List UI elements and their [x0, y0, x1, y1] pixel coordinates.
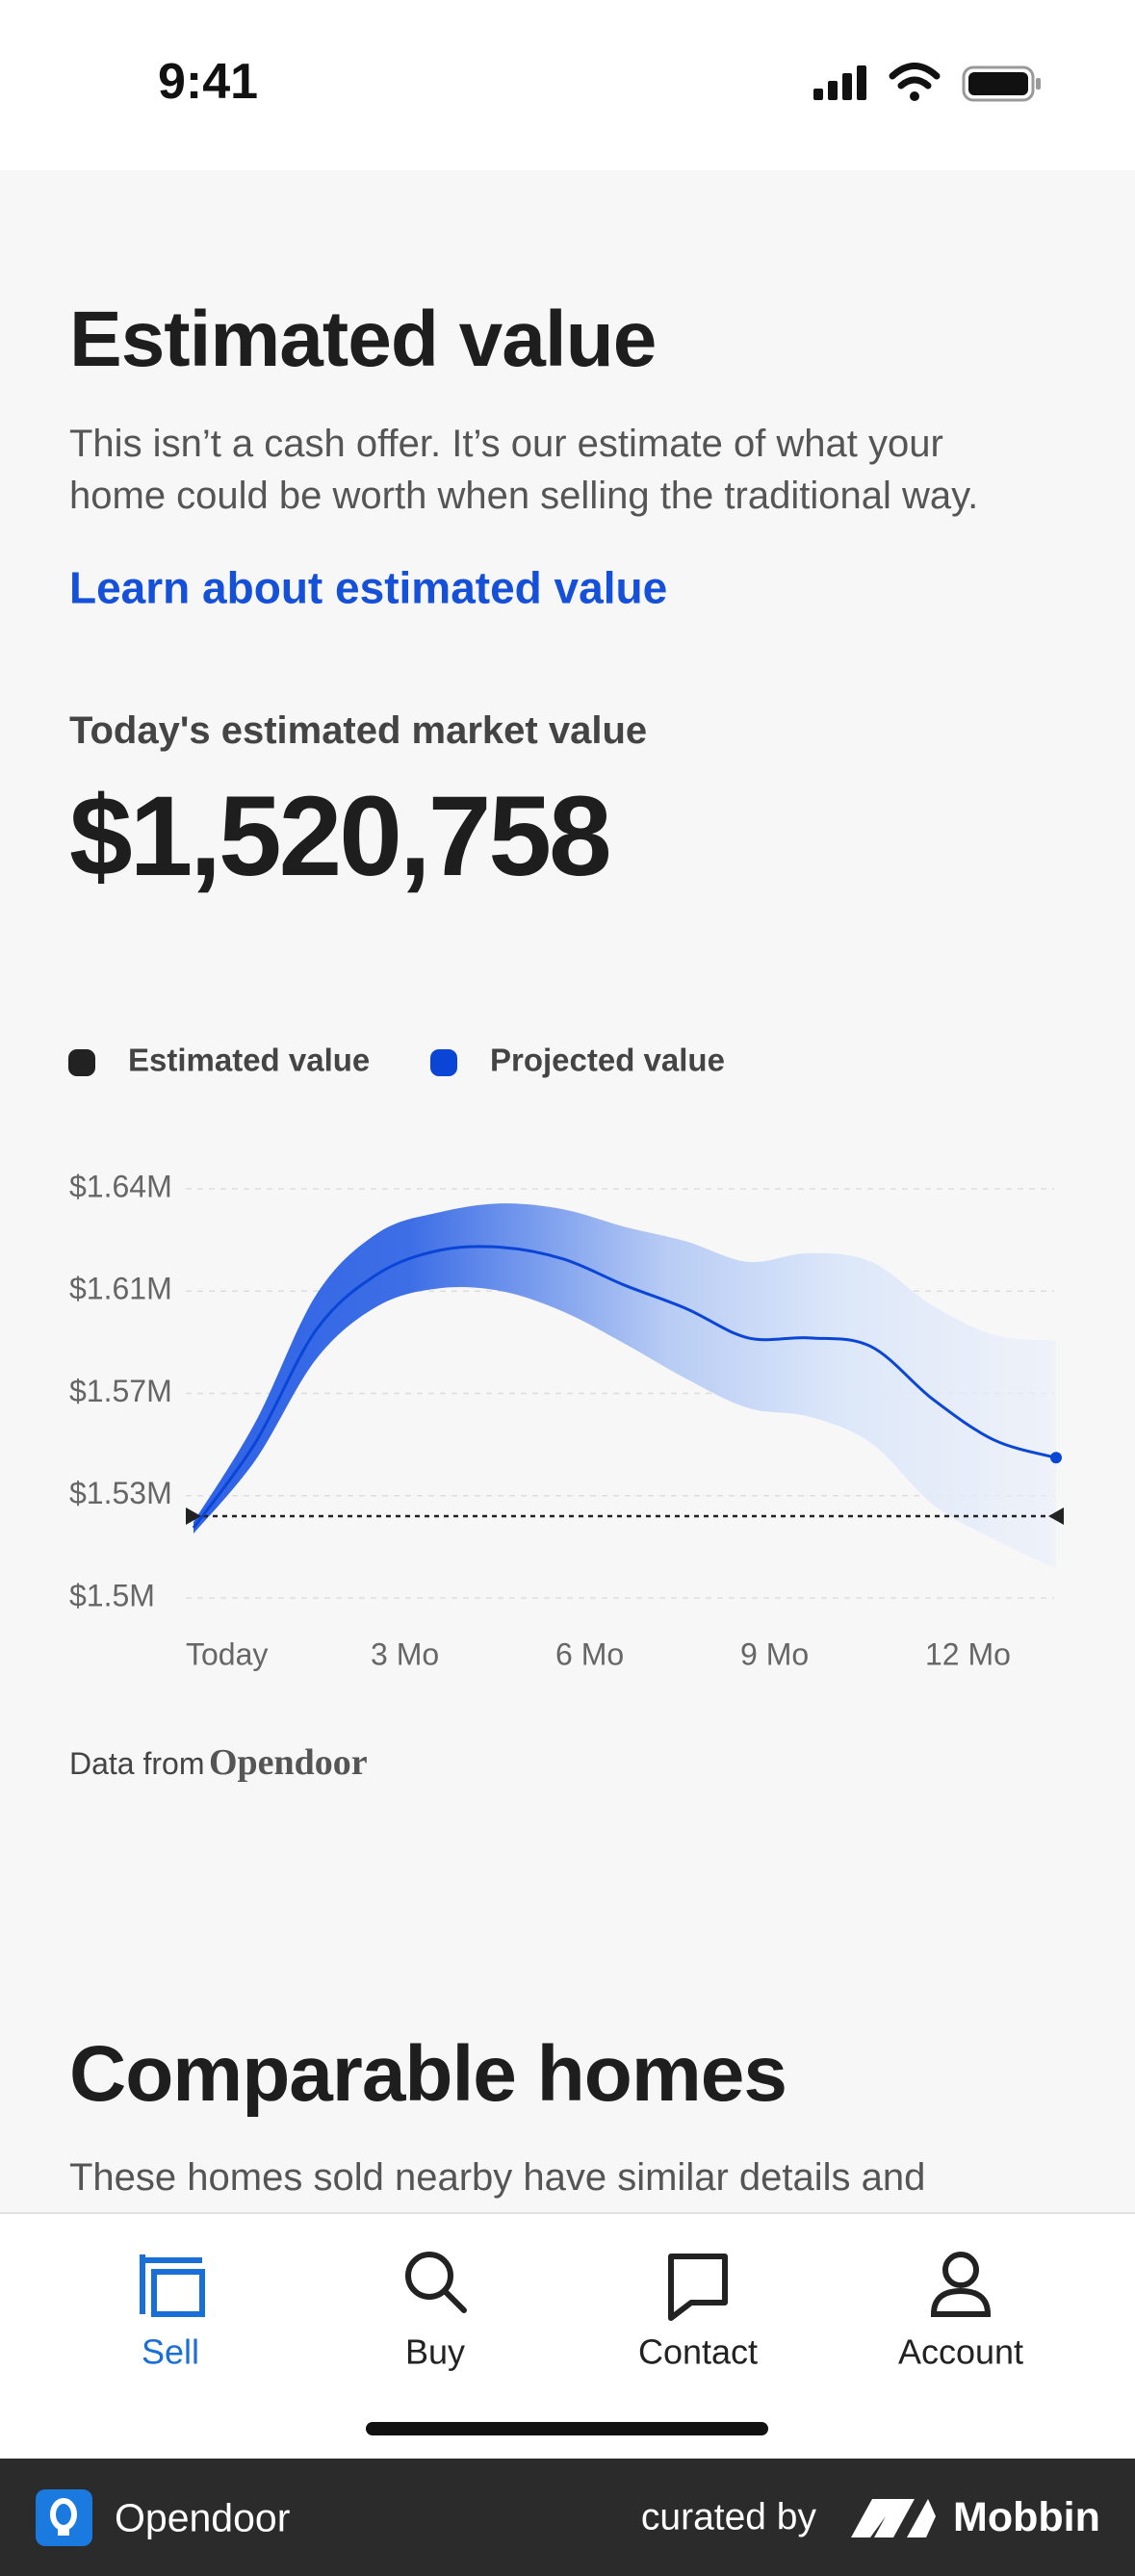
description: home could be worth when selling the tra…	[69, 475, 979, 517]
nav-icons	[140, 2252, 992, 2321]
legend-swatch	[68, 1049, 95, 1076]
legend-swatch	[430, 1049, 457, 1076]
title: Estimated value	[69, 295, 657, 383]
x-tick-label: Today	[186, 1636, 268, 1671]
app-logo-mark	[58, 2528, 69, 2536]
battery	[962, 65, 1035, 102]
battery-level	[968, 72, 1028, 95]
footer-brand: Mobbin	[953, 2494, 1100, 2541]
nav-buy[interactable]: Buy	[404, 2331, 466, 2372]
nav-bar: Sell Buy Contact Account	[0, 2212, 1135, 2459]
y-tick-label: $1.5M	[69, 1578, 155, 1612]
chart: Estimated value Projected value $1.64M $1.6…	[68, 1043, 1064, 1671]
home-indicator	[366, 2422, 768, 2435]
description: This isn’t a cash offer. It’s our estima…	[69, 423, 943, 465]
projected-line	[192, 1245, 1057, 1530]
buy-icon	[405, 2252, 467, 2313]
y-tick-label: $1.64M	[69, 1169, 172, 1203]
footer-curated: curated by	[640, 2496, 816, 2538]
x-tick-label: 6 Mo	[555, 1636, 624, 1671]
market-value: $1,520,758	[69, 773, 612, 901]
section-title: Comparable homes	[69, 2029, 787, 2118]
status-icons	[813, 63, 1041, 102]
footer-app: Opendoor	[115, 2495, 291, 2540]
y-tick-label: $1.61M	[69, 1272, 172, 1306]
market-label: Today's estimated market value	[69, 709, 648, 752]
nav-account[interactable]: Account	[897, 2331, 1024, 2372]
nav-sell[interactable]: Sell	[141, 2331, 200, 2372]
signal-icon	[813, 65, 866, 100]
legend-label: Estimated value	[128, 1043, 370, 1078]
x-tick-label: 9 Mo	[740, 1636, 809, 1671]
y-tick-label: $1.53M	[69, 1476, 172, 1510]
x-tick-label: 3 Mo	[371, 1636, 439, 1671]
status-bar: 9:41	[0, 0, 1135, 170]
wifi-dot	[910, 91, 919, 101]
learn-link[interactable]: Learn about estimated value	[69, 562, 668, 613]
footer-logos	[36, 2489, 936, 2546]
nav-contact[interactable]: Contact	[637, 2331, 759, 2372]
end-dot	[1050, 1452, 1062, 1464]
confidence-band	[193, 1203, 1056, 1569]
y-tick-label: $1.57M	[69, 1374, 172, 1408]
time: 9:41	[158, 53, 259, 110]
wifi-icon	[889, 63, 941, 90]
source-brand: Opendoor	[208, 1742, 368, 1784]
battery-cap	[1036, 78, 1041, 90]
legend-label: Projected value	[490, 1043, 725, 1078]
app-logo	[36, 2489, 92, 2546]
source: Data from Opendoor	[69, 1741, 368, 1786]
footer: Opendoor curated by Mobbin	[0, 2459, 1135, 2576]
mobbin-logo	[851, 2499, 936, 2537]
end-marker	[1048, 1507, 1064, 1525]
x-tick-label: 12 Mo	[925, 1636, 1011, 1671]
sell-icon	[140, 2254, 205, 2317]
account-icon	[930, 2252, 992, 2317]
source-prefix: Data from	[69, 1746, 205, 1782]
section-description: These homes sold nearby have similar det…	[69, 2156, 926, 2199]
start-marker	[186, 1507, 201, 1525]
contact-icon	[668, 2254, 728, 2321]
